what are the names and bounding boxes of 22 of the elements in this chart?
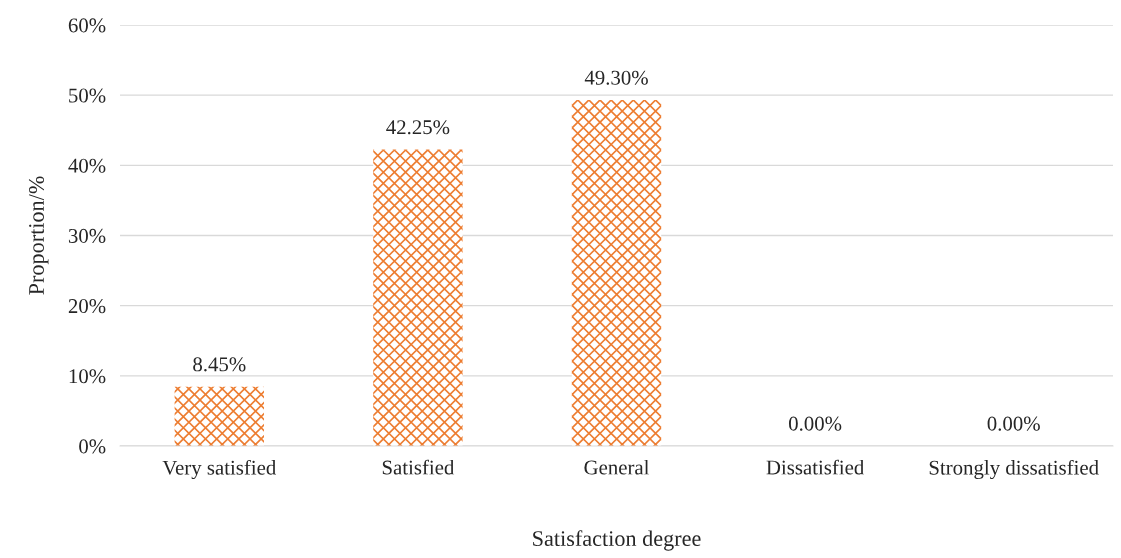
y-tick-label: 10% xyxy=(69,369,106,384)
bar xyxy=(174,386,264,446)
data-label: 8.45% xyxy=(193,357,246,372)
y-tick-label: 60% xyxy=(68,18,106,33)
x-tick-label: Dissatisfied xyxy=(766,459,865,475)
data-label: 0.00% xyxy=(987,416,1040,431)
bar xyxy=(571,100,662,446)
y-tick-label: 40% xyxy=(68,158,106,173)
x-tick-label: Strongly dissatisfied xyxy=(929,459,1099,480)
data-label: 0.00% xyxy=(788,416,842,431)
y-tick-label: 30% xyxy=(68,228,106,243)
y-tick-label: 0% xyxy=(79,439,106,454)
x-axis-title: Satisfaction degree xyxy=(533,530,701,551)
x-tick-label: General xyxy=(584,459,650,475)
x-tick-label: Very satisfied xyxy=(162,459,277,480)
data-label: 49.30% xyxy=(584,70,648,85)
y-axis-title: Proportion/% xyxy=(28,176,49,295)
y-tick-label: 20% xyxy=(68,299,106,314)
bar xyxy=(373,149,463,446)
y-tick-label: 50% xyxy=(69,88,106,103)
data-label: 42.25% xyxy=(386,120,450,135)
x-tick-label: Satisfied xyxy=(382,459,455,475)
